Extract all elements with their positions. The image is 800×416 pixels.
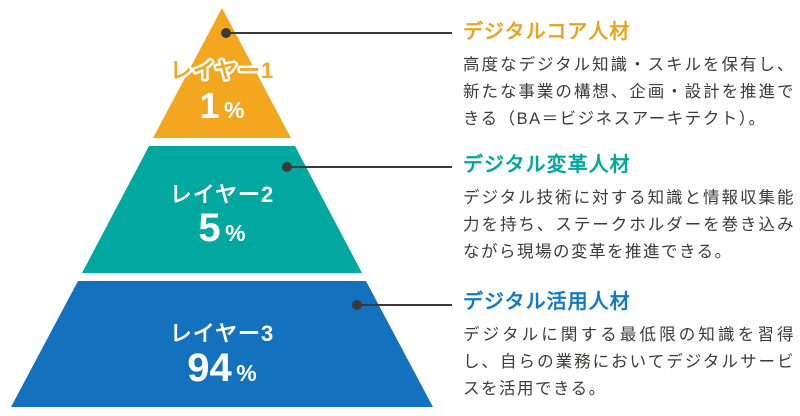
connector-dot-layer2 [282,162,292,172]
layer3-percent-sign: % [236,360,256,386]
layer2-percent-sign: % [225,220,245,246]
layer3-percentage: 94 % [187,346,256,390]
connector-dot-layer3 [352,300,362,310]
pyramid-layer3-shape [11,281,433,407]
layer3-percent-value: 94 [187,346,232,390]
description-title-transformation: デジタル変革人材 [463,154,631,176]
layer2-percent-value: 5 [198,206,220,250]
description-body-transformation: デジタル技術に対する知識と情報収集能力を持ち、ステークホルダーを巻き込みながら現… [463,189,795,261]
description-block-utilization: デジタル活用人材 デジタルに関する最低限の知識を習得し、自らの業務においてデジタ… [463,290,795,403]
layer3-label: レイヤー3 [170,321,275,346]
layer1-percent-value: 1 [200,85,220,126]
layer1-percentage: 1 % [200,85,245,126]
description-body-utilization: デジタルに関する最低限の知識を習得し、自らの業務においてデジタルサービスを活用で… [463,326,795,398]
description-body-core: 高度なデジタル知識・スキルを保有し、新たな事業の構想、企画・設計を推進できる（B… [463,56,795,128]
description-title-core: デジタルコア人材 [463,21,631,43]
connector-dot-layer1 [221,28,231,38]
descriptions-column: デジタルコア人材 高度なデジタル知識・スキルを保有し、新たな事業の構想、企画・設… [463,0,795,416]
pyramid-layer2-shape [82,146,362,273]
description-title-utilization: デジタル活用人材 [463,291,631,313]
layer1-label: レイヤー1 [170,58,275,83]
description-block-transformation: デジタル変革人材 デジタル技術に対する知識と情報収集能力を持ち、ステークホルダー… [463,153,795,266]
layer1-percent-sign: % [224,97,244,123]
layer2-percentage: 5 % [198,206,245,250]
layer2-label: レイヤー2 [170,182,275,207]
pyramid-layer1-shape [153,8,291,138]
description-block-core: デジタルコア人材 高度なデジタル知識・スキルを保有し、新たな事業の構想、企画・設… [463,20,795,133]
